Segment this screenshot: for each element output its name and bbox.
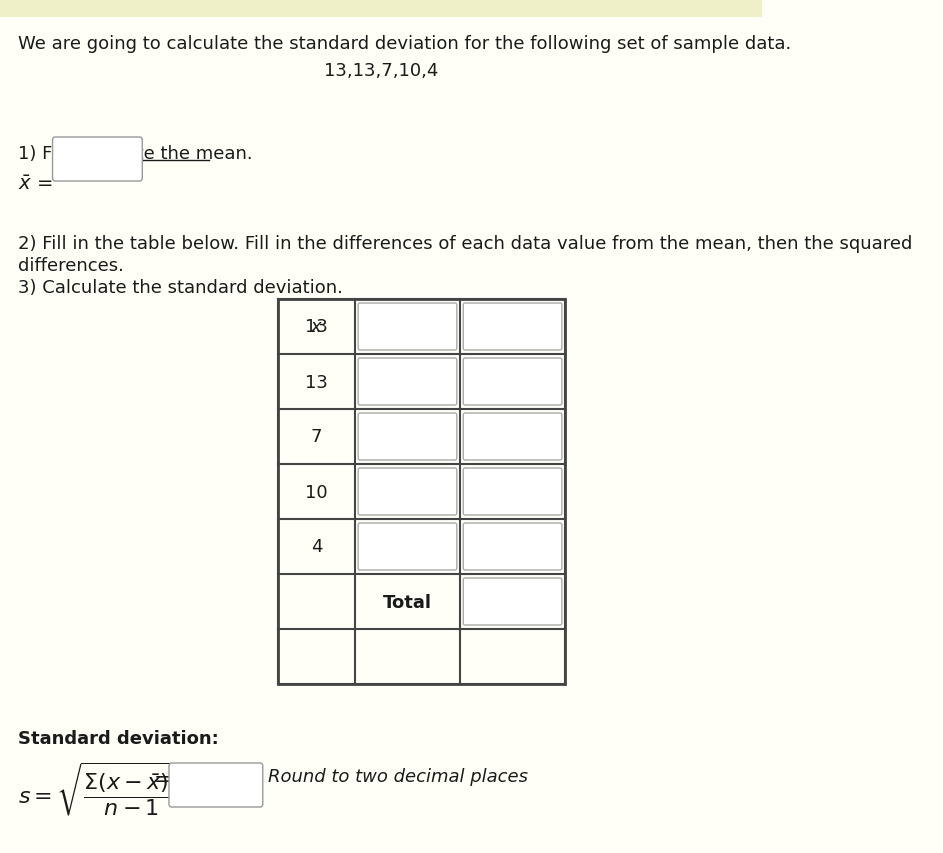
FancyBboxPatch shape [169, 763, 263, 807]
Text: 4: 4 [311, 538, 323, 556]
FancyBboxPatch shape [53, 138, 142, 182]
FancyBboxPatch shape [358, 304, 456, 351]
Text: 13: 13 [306, 318, 328, 336]
Text: 13,13,7,10,4: 13,13,7,10,4 [324, 62, 438, 80]
FancyBboxPatch shape [463, 414, 562, 461]
Text: $x$: $x$ [310, 318, 323, 336]
Text: Total: Total [383, 593, 432, 611]
Text: $\bar{x}$ =: $\bar{x}$ = [18, 175, 53, 194]
FancyBboxPatch shape [463, 578, 562, 625]
Text: We are going to calculate the standard deviation for the following set of sample: We are going to calculate the standard d… [18, 35, 791, 53]
Text: calculate the mean.: calculate the mean. [73, 145, 253, 163]
Text: 2) Fill in the table below. Fill in the differences of each data value from the : 2) Fill in the table below. Fill in the … [18, 235, 912, 252]
Text: Standard deviation:: Standard deviation: [18, 729, 219, 747]
FancyBboxPatch shape [463, 358, 562, 405]
Text: Round to two decimal places: Round to two decimal places [269, 767, 528, 785]
Text: differences.: differences. [18, 257, 124, 275]
FancyBboxPatch shape [358, 414, 456, 461]
Text: $x - \bar{x}$: $x - \bar{x}$ [385, 318, 431, 336]
Text: 7: 7 [311, 428, 323, 446]
FancyBboxPatch shape [358, 468, 456, 515]
Text: $s = \sqrt{\dfrac{\Sigma(x - \bar{x})^2}{n - 1}}$: $s = \sqrt{\dfrac{\Sigma(x - \bar{x})^2}… [18, 759, 187, 816]
Bar [278, 299, 565, 684]
FancyBboxPatch shape [463, 468, 562, 515]
FancyBboxPatch shape [358, 358, 456, 405]
FancyBboxPatch shape [463, 524, 562, 571]
FancyBboxPatch shape [358, 524, 456, 571]
Text: =: = [154, 769, 172, 789]
Text: 10: 10 [306, 483, 328, 501]
Text: 1) First,: 1) First, [18, 145, 91, 163]
Text: $(x - \bar{x})^2$: $(x - \bar{x})^2$ [479, 316, 546, 338]
Bar [0, 0, 762, 18]
Text: 3) Calculate the standard deviation.: 3) Calculate the standard deviation. [18, 279, 342, 297]
FancyBboxPatch shape [463, 304, 562, 351]
Text: 13: 13 [306, 373, 328, 391]
